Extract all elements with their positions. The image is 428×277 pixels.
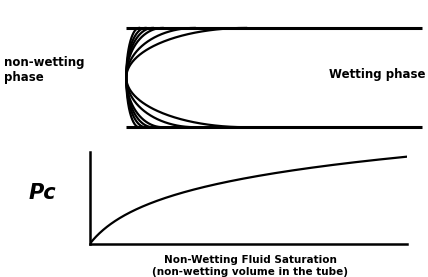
Text: Non-Wetting Fluid Saturation
(non-wetting volume in the tube): Non-Wetting Fluid Saturation (non-wettin… <box>152 255 348 277</box>
Text: Pc: Pc <box>29 183 56 204</box>
Text: non-wetting
phase: non-wetting phase <box>4 56 85 84</box>
Text: Wetting phase: Wetting phase <box>330 68 426 81</box>
